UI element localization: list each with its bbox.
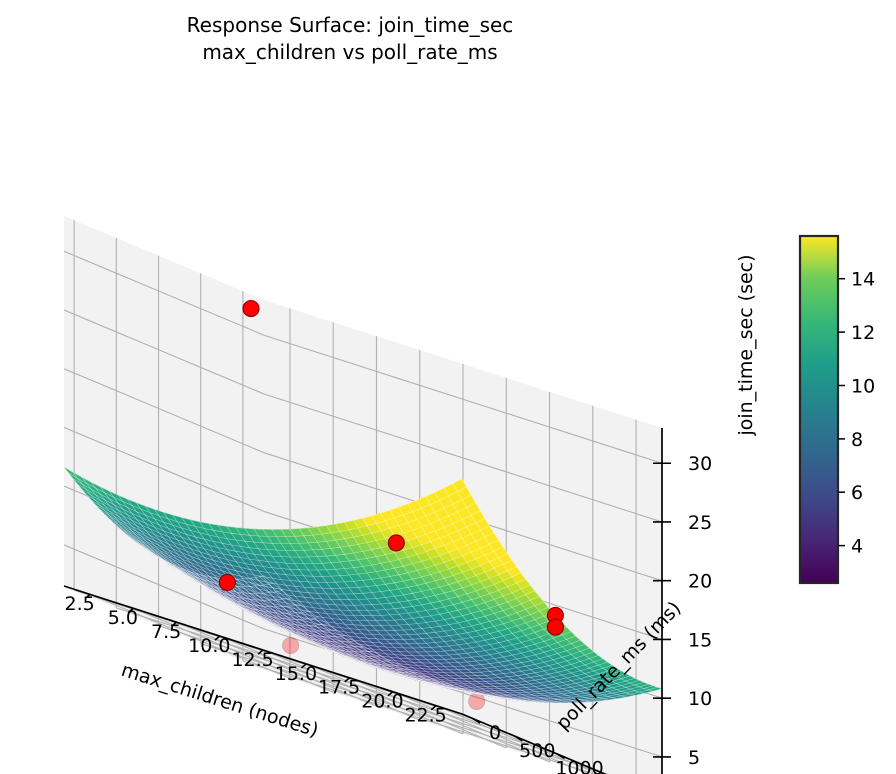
- gridline-floor-y: [242, 660, 596, 774]
- x-tick: [387, 691, 394, 697]
- gridline-left-z: [63, 426, 265, 512]
- surface-wireframe: [63, 466, 663, 704]
- y-tick: [556, 753, 565, 760]
- axes-ticks: [84, 462, 671, 774]
- y-tick: [513, 735, 523, 742]
- z-tick-label: 5: [688, 747, 700, 769]
- gridline-back-z: [263, 334, 663, 464]
- x-tick-label: 12.5: [231, 649, 273, 671]
- x-tick: [84, 593, 91, 600]
- z-tick-label: 10: [688, 688, 712, 710]
- colorbar[interactable]: 4 6 8 10 12 14: [798, 234, 875, 585]
- x-tick: [214, 635, 221, 641]
- x-tick: [344, 677, 351, 683]
- x-tick: [430, 705, 437, 711]
- x-tick-label: 7.5: [151, 621, 181, 643]
- scatter-point-occluded[interactable]: [282, 636, 300, 655]
- scatter-point-observed[interactable]: [546, 618, 564, 636]
- colorbar-tick-label: 10: [851, 376, 875, 398]
- y-tick: [471, 717, 481, 724]
- z-tick-label: 20: [688, 571, 712, 593]
- x-tick: [127, 607, 134, 613]
- scatter-observed-group: [218, 300, 564, 636]
- gridline-left-z: [63, 368, 265, 454]
- x-tick-label: 2.5: [64, 593, 94, 615]
- x-tick: [257, 649, 264, 655]
- x-tick-label: 20.0: [361, 691, 403, 713]
- gridline-left-z: [63, 544, 265, 630]
- scatter-point-observed[interactable]: [242, 300, 260, 318]
- colorbar-tick-label: 4: [851, 536, 863, 558]
- y-tick-label: 500: [519, 740, 555, 762]
- x-tick-label: 15.0: [275, 663, 317, 685]
- z-tick-label: 25: [688, 512, 712, 534]
- colorbar-tick-label: 12: [851, 322, 875, 344]
- gridline-back-z: [263, 393, 663, 523]
- y-axis-spine: [461, 713, 608, 774]
- gridline-left-z: [63, 309, 265, 395]
- z-tick-label: 30: [688, 453, 712, 475]
- title-line-1: Response Surface: join_time_sec: [186, 13, 514, 37]
- x-tick-label: 17.5: [318, 677, 360, 699]
- y-tick-label: 0: [489, 722, 501, 744]
- colorbar-tick-label: 14: [851, 269, 875, 291]
- scatter-point-observed[interactable]: [387, 534, 405, 552]
- x-tick-label: 5.0: [108, 607, 138, 629]
- gridline-floor-y: [73, 589, 473, 719]
- scatter-point-observed[interactable]: [218, 573, 236, 592]
- colorbar-tick-label: 8: [851, 429, 863, 451]
- colorbar-tick-label: 6: [851, 482, 863, 504]
- gridline-left-z: [63, 250, 265, 336]
- axes-tick-labels: 2.5 5.0 7.5 10.012.515.017.520.022.5 0 500100…: [64, 453, 712, 774]
- title-line-2: max_children vs poll_rate_ms: [202, 40, 498, 64]
- colorbar-gradient[interactable]: [800, 236, 838, 583]
- x-tick-label: 22.5: [404, 705, 446, 727]
- gridline-floor-y: [200, 642, 599, 772]
- z-tick-label: 15: [688, 629, 712, 651]
- x-tick-label: 10.0: [188, 635, 230, 657]
- x-tick: [300, 663, 307, 669]
- gridline-floor-y: [116, 607, 515, 737]
- y-tick-label: 1000: [555, 758, 603, 774]
- gridline-floor-y: [158, 625, 557, 755]
- x-tick: [171, 621, 177, 627]
- scatter-point-occluded[interactable]: [468, 692, 486, 710]
- colorbar-frame: [798, 234, 840, 585]
- z-axis-label: join_time_sec (sec): [735, 254, 757, 436]
- page-title: Response Surface: join_time_sec max_child…: [0, 12, 700, 66]
